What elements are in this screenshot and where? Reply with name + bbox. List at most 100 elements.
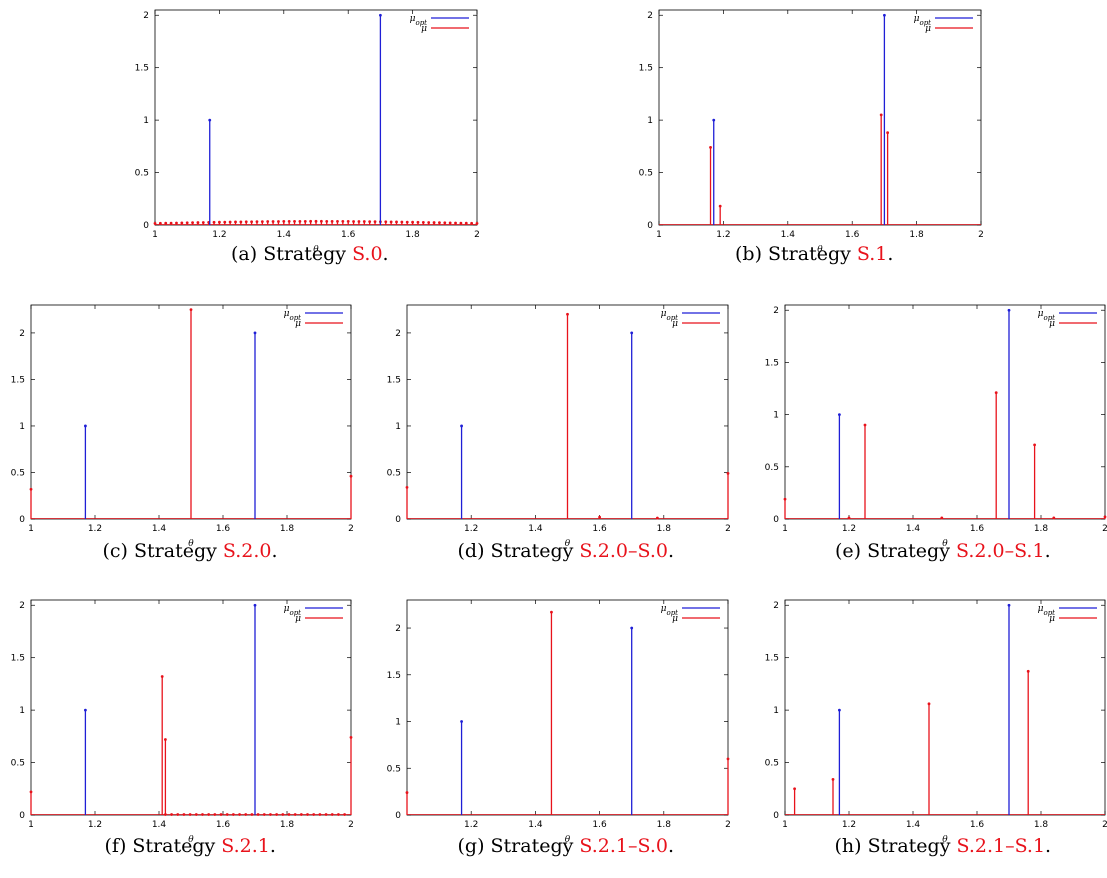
stem-marker bbox=[153, 222, 157, 225]
y-tick-label: 0.5 bbox=[387, 764, 401, 774]
caption-strategy: S.2.0–S.0 bbox=[579, 540, 668, 562]
mu-stem bbox=[1052, 516, 1056, 520]
stem-marker bbox=[239, 220, 243, 224]
x-tick-label: 1 bbox=[656, 230, 662, 240]
mu-stem bbox=[655, 516, 659, 520]
y-tick-label: 0 bbox=[773, 515, 779, 525]
y-tick-label: 1 bbox=[395, 422, 401, 432]
stem-marker bbox=[395, 220, 398, 224]
mu-stem-dense bbox=[400, 220, 404, 225]
stem-marker bbox=[319, 219, 323, 223]
plot-frame bbox=[406, 599, 729, 816]
mu-stem-dense bbox=[191, 221, 194, 225]
mu-stem-dense bbox=[336, 219, 339, 225]
stem-marker bbox=[269, 813, 272, 816]
mu-stem bbox=[160, 675, 164, 815]
stem-marker bbox=[231, 813, 235, 816]
legend-label-mu: μ bbox=[672, 614, 678, 624]
caption-suffix: . bbox=[1044, 540, 1051, 562]
x-tick-label: 1.2 bbox=[842, 524, 856, 534]
stem-marker bbox=[475, 222, 479, 225]
stem-marker bbox=[427, 221, 431, 224]
stem-marker bbox=[416, 220, 420, 224]
mu-stem-dense bbox=[475, 222, 479, 225]
mu-stem-dense bbox=[175, 221, 178, 225]
stem-marker bbox=[336, 219, 339, 223]
mu-opt-stem bbox=[630, 331, 634, 519]
x-tick-label: 1.8 bbox=[280, 524, 295, 534]
y-tick-label: 1 bbox=[19, 706, 25, 716]
mu-stem-dense bbox=[275, 813, 279, 816]
y-tick-label: 2 bbox=[19, 601, 25, 611]
x-axis-label: θ bbox=[942, 835, 948, 845]
chart-panel-a: 0 0.5 1 1.5 2 1 1.2 1.4 1.6 1.8 2 θ μopt μ bbox=[115, 2, 497, 262]
stem-marker bbox=[341, 220, 345, 223]
plot-frame bbox=[784, 304, 1106, 520]
x-tick-label: 1.8 bbox=[909, 230, 924, 240]
mu-stem-dense bbox=[362, 220, 366, 225]
mu-stem bbox=[879, 113, 883, 225]
stem-marker bbox=[314, 219, 318, 223]
stem-marker bbox=[838, 413, 841, 417]
mu-stem-dense bbox=[281, 813, 285, 816]
mu-stem bbox=[405, 791, 409, 815]
stem-marker bbox=[389, 220, 393, 224]
x-tick-label: 1.2 bbox=[464, 820, 478, 830]
stem-marker bbox=[250, 220, 254, 224]
chart-panel-f: 0 0.5 1 1.5 2 1 1.2 1.4 1.6 1.8 2 θ μopt μ bbox=[0, 592, 371, 852]
stem-marker bbox=[357, 220, 361, 223]
x-tick-label: 1.8 bbox=[405, 230, 420, 240]
caption-c: (c) Strategy S.2.0. bbox=[103, 540, 278, 562]
mu-stem-dense bbox=[325, 219, 329, 225]
mu-stem-dense bbox=[312, 813, 316, 816]
y-tick-label: 1.5 bbox=[11, 375, 25, 385]
caption-e: (e) Strategy S.2.0–S.1. bbox=[835, 540, 1051, 562]
y-tick-label: 0 bbox=[19, 515, 25, 525]
stem-marker bbox=[312, 813, 316, 816]
stem-marker bbox=[630, 331, 634, 335]
stem-marker bbox=[281, 813, 285, 816]
stem-marker bbox=[460, 720, 463, 723]
mu-stem bbox=[863, 423, 867, 519]
x-tick-label: 2 bbox=[725, 820, 731, 830]
mu-stem-dense bbox=[306, 813, 309, 816]
mu-stem-dense bbox=[255, 220, 259, 225]
caption-suffix: . bbox=[667, 540, 675, 562]
mu-stem-dense bbox=[180, 221, 184, 225]
y-tick-label: 1 bbox=[19, 422, 25, 432]
stem-marker bbox=[325, 219, 329, 223]
legend-label-mu: μ bbox=[672, 319, 678, 329]
x-tick-label: 1.4 bbox=[277, 230, 292, 240]
stem-marker bbox=[262, 813, 266, 816]
mu-stem-dense bbox=[319, 219, 323, 225]
mu-stem-dense bbox=[346, 220, 350, 225]
mu-opt-stem bbox=[253, 603, 257, 815]
stem-marker bbox=[330, 813, 334, 816]
mu-stem bbox=[793, 787, 796, 815]
x-axis-label: θ bbox=[817, 245, 823, 255]
mu-stem bbox=[718, 204, 722, 225]
x-tick-label: 1 bbox=[28, 524, 34, 534]
mu-stem-dense bbox=[330, 813, 334, 816]
x-tick-label: 2 bbox=[474, 230, 480, 240]
x-axis-label: θ bbox=[188, 539, 194, 549]
stem-marker bbox=[655, 516, 659, 520]
stem-marker bbox=[84, 708, 87, 712]
mu-opt-stem bbox=[84, 424, 87, 519]
caption-suffix: . bbox=[382, 243, 389, 265]
caption-b: (b) Strategy S.1. bbox=[735, 243, 893, 265]
mu-stem-dense bbox=[427, 221, 431, 225]
x-tick-label: 1 bbox=[782, 524, 788, 534]
x-tick-label: 1.2 bbox=[212, 230, 226, 240]
stem-marker bbox=[164, 738, 167, 741]
x-tick-label: 1.6 bbox=[970, 820, 985, 830]
chart-panel-c: 0 0.5 1 1.5 2 1 1.2 1.4 1.6 1.8 2 θ μopt μ bbox=[0, 297, 371, 556]
plot-frame bbox=[154, 9, 478, 226]
stem-marker bbox=[405, 220, 409, 224]
stem-marker bbox=[847, 516, 851, 520]
stem-marker bbox=[863, 423, 867, 427]
stem-marker bbox=[432, 221, 436, 224]
x-axis-label: θ bbox=[565, 835, 571, 845]
mu-opt-stem bbox=[630, 626, 634, 815]
